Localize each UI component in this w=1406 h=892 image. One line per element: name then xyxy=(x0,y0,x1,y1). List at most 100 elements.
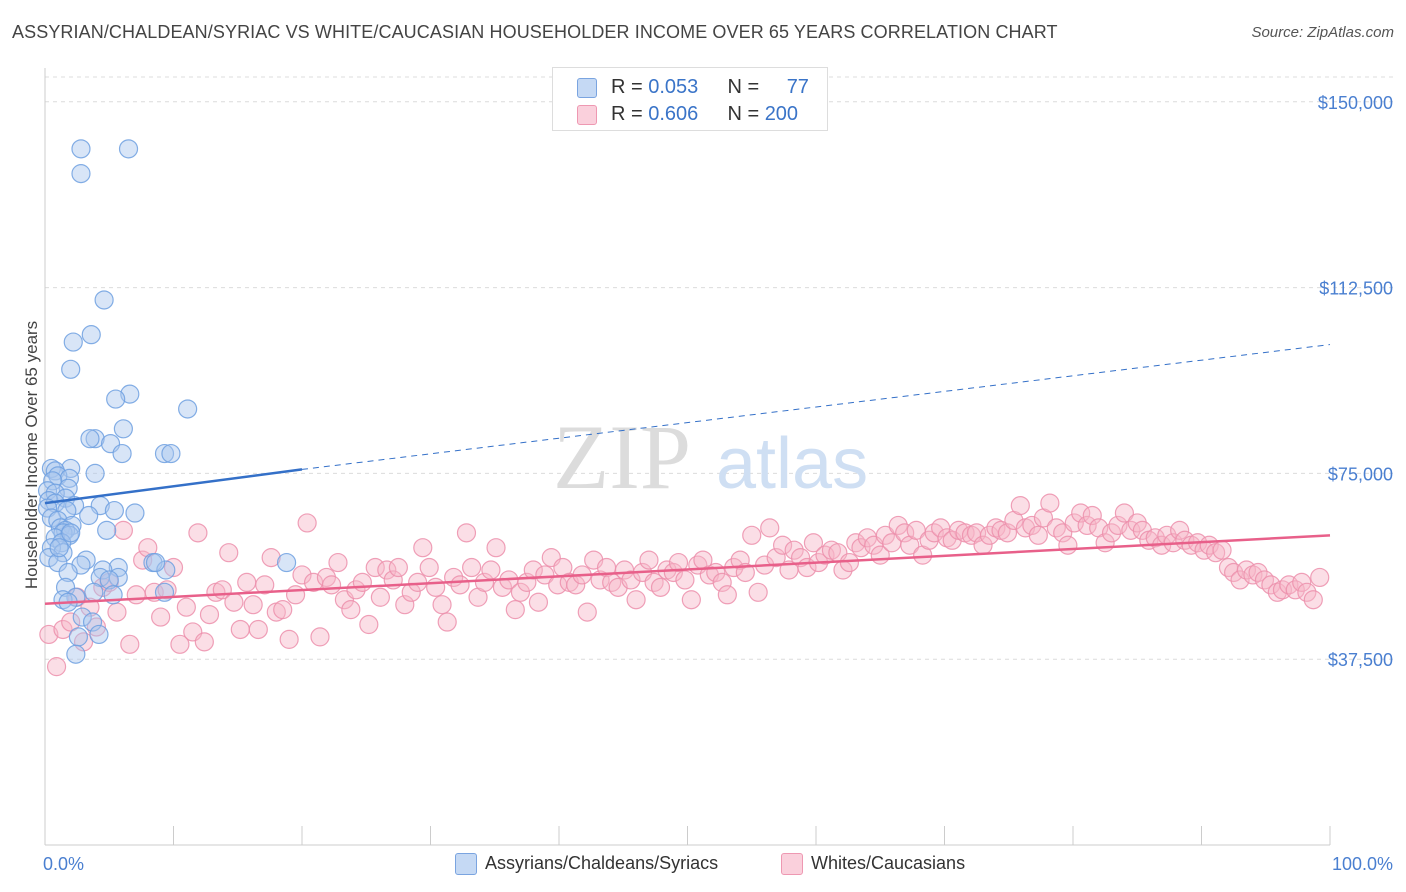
point-whites xyxy=(39,624,59,645)
point-whites xyxy=(1028,525,1048,545)
point-whites xyxy=(1121,520,1141,540)
point-whites xyxy=(1114,503,1135,523)
point-whites xyxy=(237,572,257,592)
point-whites xyxy=(1022,515,1042,536)
watermark: ZIP atlas xyxy=(553,406,868,508)
point-assyrians xyxy=(45,528,65,548)
point-whites xyxy=(784,540,804,560)
point-whites xyxy=(395,595,415,615)
point-assyrians xyxy=(66,644,86,664)
point-whites xyxy=(766,548,786,568)
y-tick-labels: $37,500 $75,000 $112,500 $150,000 xyxy=(1318,93,1393,670)
point-assyrians xyxy=(71,164,91,184)
legend-swatch-pink xyxy=(577,105,597,125)
point-whites xyxy=(120,634,140,654)
point-whites xyxy=(730,550,750,570)
point-whites xyxy=(243,595,263,615)
point-whites xyxy=(1243,565,1263,585)
point-whites xyxy=(279,629,299,649)
point-assyrians xyxy=(94,290,114,310)
point-whites xyxy=(1058,535,1078,555)
series-legend: Assyrians/Chaldeans/Syriacs Whites/Cauca… xyxy=(0,852,1406,878)
point-whites xyxy=(663,562,683,583)
point-whites xyxy=(1082,505,1102,526)
point-whites xyxy=(510,582,531,602)
point-whites xyxy=(986,518,1006,538)
point-whites xyxy=(1292,572,1312,592)
point-whites xyxy=(528,592,549,612)
point-whites xyxy=(113,520,133,540)
point-assyrians xyxy=(120,384,140,404)
point-assyrians xyxy=(112,443,132,464)
point-whites xyxy=(224,592,244,612)
point-whites xyxy=(772,535,793,555)
point-assyrians xyxy=(59,468,80,488)
point-whites xyxy=(1071,503,1091,523)
point-whites xyxy=(426,577,446,597)
point-assyrians xyxy=(85,463,105,483)
point-assyrians xyxy=(37,498,58,518)
point-whites xyxy=(717,585,737,605)
point-whites xyxy=(1303,590,1323,610)
n-value: 200 xyxy=(764,103,799,125)
point-assyrians xyxy=(154,443,175,464)
point-whites xyxy=(456,523,477,543)
point-whites xyxy=(297,513,317,533)
point-whites xyxy=(626,590,646,610)
point-whites xyxy=(1236,560,1257,580)
x-tick-label: 0.0% xyxy=(43,854,84,874)
source-label: Source: ZipAtlas.com xyxy=(1251,24,1394,41)
x-tick-label: 100.0% xyxy=(1332,854,1393,874)
point-whites xyxy=(310,627,330,647)
y-tick-label: $150,000 xyxy=(1318,93,1393,113)
point-assyrians xyxy=(68,627,89,647)
n-label: N = xyxy=(727,76,765,98)
point-whites xyxy=(639,550,659,570)
point-whites xyxy=(437,612,457,632)
point-whites xyxy=(370,587,390,607)
point-assyrians xyxy=(43,471,63,491)
point-assyrians xyxy=(99,570,119,590)
point-whites xyxy=(107,602,127,622)
r-label: R = xyxy=(611,76,649,98)
point-assyrians xyxy=(276,552,297,573)
point-whites xyxy=(432,595,452,615)
y-tick-label: $75,000 xyxy=(1328,464,1393,484)
point-whites xyxy=(621,570,641,590)
point-assyrians xyxy=(61,359,81,379)
legend-swatch-blue xyxy=(577,78,597,98)
point-whites xyxy=(328,552,348,573)
point-whites xyxy=(875,525,895,545)
axes xyxy=(44,68,1331,846)
point-whites xyxy=(535,565,555,585)
point-whites xyxy=(1040,493,1060,513)
point-assyrians xyxy=(81,325,101,345)
point-whites xyxy=(760,518,780,538)
point-whites xyxy=(1101,523,1122,543)
point-whites xyxy=(1077,515,1097,536)
x-tick-labels: 0.0% 100.0% xyxy=(43,854,1393,874)
y-tick-label: $112,500 xyxy=(1319,279,1393,299)
r-value: 0.053 xyxy=(648,76,699,98)
point-assyrians xyxy=(178,399,198,419)
point-whites xyxy=(1310,567,1330,588)
point-whites xyxy=(997,523,1018,543)
series-layer xyxy=(37,139,1330,677)
series-assyrians xyxy=(37,139,297,664)
point-assyrians xyxy=(104,500,124,521)
point-whites xyxy=(46,657,67,677)
point-whites xyxy=(888,515,908,536)
point-assyrians xyxy=(80,429,100,449)
point-whites xyxy=(188,523,208,543)
point-whites xyxy=(138,538,158,558)
trendline-whites xyxy=(44,534,1331,605)
point-assyrians xyxy=(113,419,133,439)
point-assyrians xyxy=(61,523,81,543)
point-whites xyxy=(194,632,214,652)
stats-text: R = 0.053 N = 77 xyxy=(611,76,809,99)
point-whites xyxy=(1046,518,1066,538)
point-whites xyxy=(937,528,957,548)
point-whites xyxy=(1248,562,1268,583)
point-whites xyxy=(450,575,470,595)
